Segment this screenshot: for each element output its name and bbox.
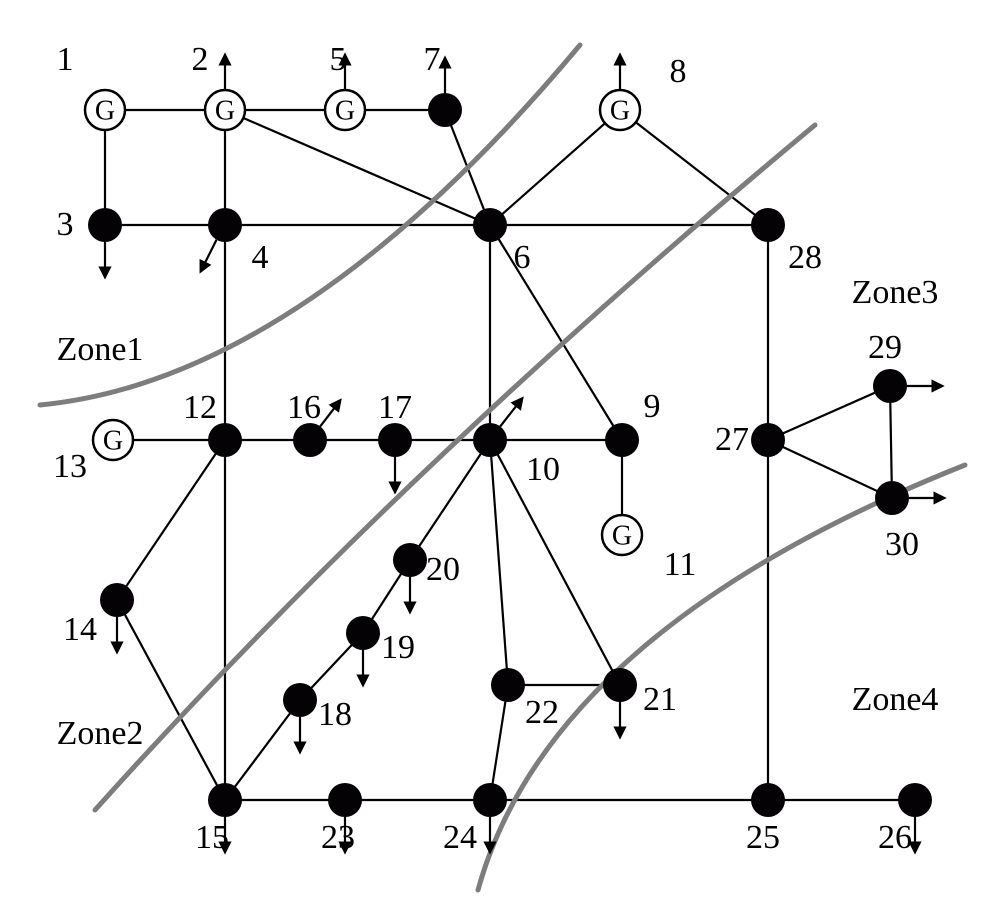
node-label-5: 5 (330, 41, 347, 79)
svg-layer: G G G G G G (0, 0, 1000, 919)
node-label-14: 14 (63, 611, 97, 649)
node-label-24: 24 (443, 819, 477, 857)
node-label-17: 17 (378, 389, 412, 427)
node-label-9: 9 (644, 388, 661, 426)
node-label-29: 29 (868, 329, 902, 367)
zone-label-1: Zone1 (57, 331, 144, 369)
node-label-2: 2 (192, 41, 209, 79)
node-label-27: 27 (715, 421, 749, 459)
node-label-22: 22 (525, 694, 559, 732)
svg-text:G: G (610, 96, 630, 127)
node-label-23: 23 (321, 819, 355, 857)
node-label-6: 6 (514, 239, 531, 277)
node-label-30: 30 (885, 526, 919, 564)
node-label-15: 15 (195, 819, 229, 857)
node-label-25: 25 (746, 819, 780, 857)
node-label-16: 16 (287, 389, 321, 427)
svg-text:G: G (103, 426, 123, 457)
zone-label-4: Zone4 (852, 681, 939, 719)
node-label-10: 10 (526, 451, 560, 489)
svg-text:G: G (95, 96, 115, 127)
node-label-7: 7 (424, 41, 441, 79)
zone-label-3: Zone3 (852, 274, 939, 312)
svg-text:G: G (215, 96, 235, 127)
node-label-18: 18 (318, 696, 352, 734)
node-label-20: 20 (426, 551, 460, 589)
zone-label-2: Zone2 (57, 715, 144, 753)
node-label-8: 8 (670, 53, 687, 91)
node-label-3: 3 (57, 206, 74, 244)
network-diagram: GGGGGG 123456789101112131415161718192021… (0, 0, 1000, 919)
svg-text:G: G (335, 96, 355, 127)
node-label-13: 13 (53, 448, 87, 486)
node-label-21: 21 (643, 681, 677, 719)
node-label-26: 26 (878, 819, 912, 857)
node-label-28: 28 (788, 239, 822, 277)
node-label-11: 11 (664, 546, 697, 584)
node-label-12: 12 (183, 389, 217, 427)
node-label-1: 1 (57, 41, 74, 79)
node-label-4: 4 (252, 239, 269, 277)
node-label-19: 19 (381, 629, 415, 667)
svg-text:G: G (612, 521, 632, 552)
